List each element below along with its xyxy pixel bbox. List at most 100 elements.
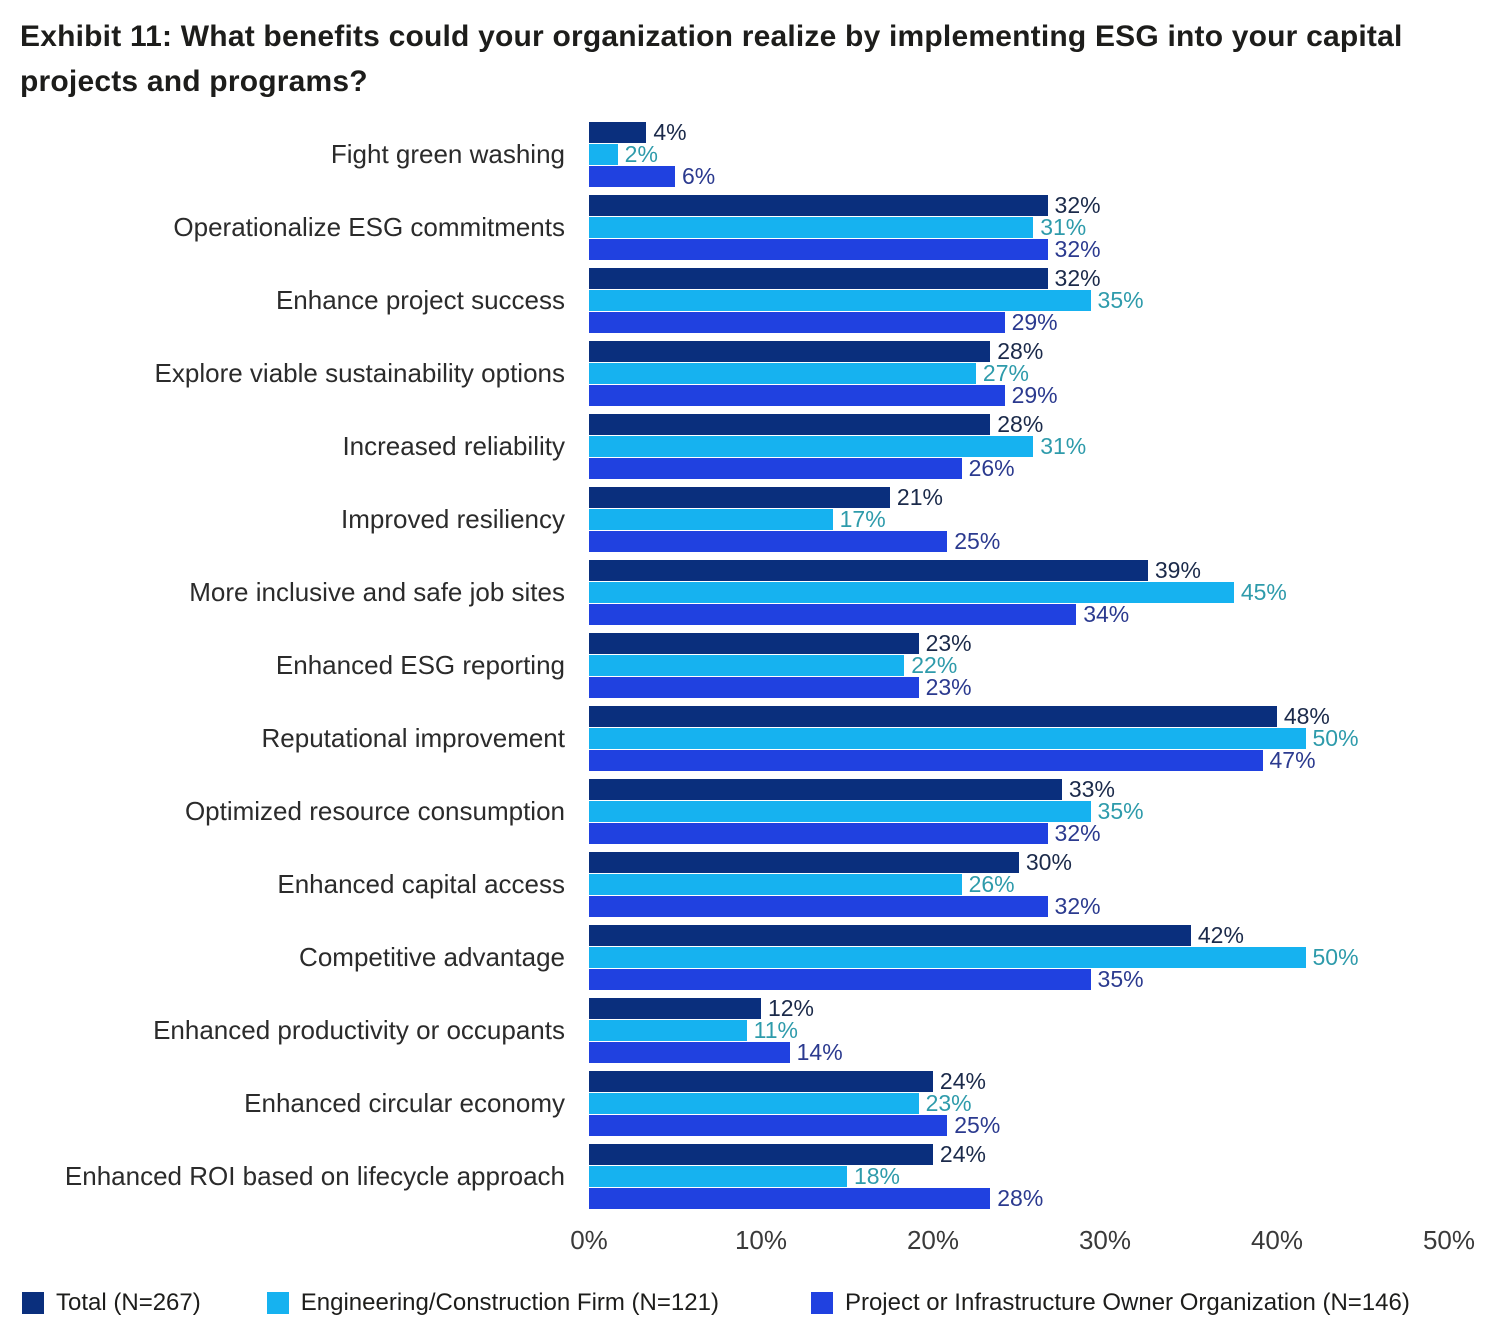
bar-line: 30% [589, 849, 1469, 875]
bar [589, 801, 1091, 822]
value-label: 18% [853, 1163, 900, 1189]
value-label: 27% [982, 360, 1029, 386]
legend-swatch-engineering [266, 1292, 289, 1314]
bar [589, 750, 1263, 771]
bar-line: 39% [589, 557, 1469, 583]
value-label: 17% [839, 506, 886, 532]
bar-line: 47% [589, 747, 1469, 773]
value-label: 35% [1097, 798, 1144, 824]
value-label: 26% [968, 871, 1015, 897]
bar [589, 947, 1306, 968]
bar-line: 35% [589, 798, 1469, 824]
bar [589, 925, 1191, 946]
bar [589, 487, 890, 508]
value-label: 25% [954, 528, 1001, 554]
bar-group: 28% 31% 26% [589, 411, 1469, 481]
category-label: More inclusive and safe job sites [189, 577, 565, 608]
value-label: 35% [1097, 966, 1144, 992]
chart-row: Enhanced circular economy 24% 23% 25% [0, 1068, 1500, 1138]
bar [589, 166, 675, 187]
chart-row: Enhanced productivity or occupants 12% 11%… [0, 995, 1500, 1065]
value-label: 21% [896, 484, 943, 510]
chart-row: Explore viable sustainability options 28%… [0, 338, 1500, 408]
bar-line: 50% [589, 725, 1469, 751]
value-label: 6% [681, 163, 716, 189]
bar-group: 48% 50% 47% [589, 703, 1469, 773]
bar [589, 458, 962, 479]
value-label: 47% [1269, 747, 1316, 773]
chart-rows: Fight green washing 4% 2% 6% Operationalize … [0, 119, 1500, 1211]
value-label: 31% [1040, 214, 1087, 240]
value-label: 25% [954, 1112, 1001, 1138]
category-label: Optimized resource consumption [184, 796, 565, 827]
bar-group: 21% 17% 25% [589, 484, 1469, 554]
bar [589, 385, 1005, 406]
legend-item-engineering: Engineering/Construction Firm (N=121) [266, 1289, 719, 1317]
bar [589, 998, 761, 1019]
legend-swatch-owner [810, 1292, 833, 1314]
bar-line: 4% [589, 119, 1469, 145]
x-tick: 40% [1250, 1225, 1304, 1255]
legend: Total (N=267) Engineering/Construction F… [22, 1289, 1500, 1317]
bar [589, 268, 1048, 289]
value-label: 23% [925, 630, 972, 656]
bar-line: 21% [589, 484, 1469, 510]
value-label: 50% [1312, 944, 1359, 970]
bar-line: 28% [589, 1185, 1469, 1211]
bar-line: 23% [589, 1090, 1469, 1116]
bar-group: 28% 27% 29% [589, 338, 1469, 408]
x-tick: 30% [1078, 1225, 1132, 1255]
value-label: 2% [624, 141, 658, 167]
x-axis: 0% 10% 20% 30% 40% 50% [570, 1223, 1475, 1259]
bar-group: 32% 31% 32% [589, 192, 1469, 262]
x-tick: 20% [906, 1225, 960, 1255]
bar [589, 509, 833, 530]
value-label: 32% [1054, 192, 1101, 218]
value-label: 34% [1083, 601, 1130, 627]
legend-label-owner: Project or Infrastructure Owner Organiza… [844, 1289, 1410, 1316]
value-label: 35% [1097, 287, 1144, 313]
bar-line: 11% [589, 1017, 1469, 1043]
bar-line: 14% [589, 1039, 1469, 1065]
bar [589, 677, 919, 698]
bar-line: 22% [589, 652, 1469, 678]
value-label: 48% [1283, 703, 1330, 729]
bar-line: 32% [589, 893, 1469, 919]
bar-line: 18% [589, 1163, 1469, 1189]
value-label: 29% [1011, 309, 1058, 335]
bar-line: 48% [589, 703, 1469, 729]
category-label: Enhanced capital access [277, 869, 565, 900]
category-label: Improved resiliency [341, 504, 565, 535]
bar [589, 1020, 747, 1041]
value-label: 30% [1025, 849, 1072, 875]
category-label: Enhanced circular economy [244, 1088, 565, 1119]
category-label: Reputational improvement [261, 723, 566, 754]
bar [589, 363, 976, 384]
bar [589, 779, 1062, 800]
bar-line: 24% [589, 1141, 1469, 1167]
value-label: 28% [997, 338, 1044, 364]
value-label: 24% [939, 1068, 986, 1094]
category-label: Enhanced ROI based on lifecycle approach [64, 1161, 565, 1192]
bar-line: 24% [589, 1068, 1469, 1094]
value-label: 23% [925, 674, 972, 700]
bar-group: 33% 35% 32% [589, 776, 1469, 846]
bar [589, 1042, 790, 1063]
bar-line: 32% [589, 236, 1469, 262]
bar-line: 28% [589, 338, 1469, 364]
bar-line: 27% [589, 360, 1469, 386]
bar [589, 1115, 948, 1136]
bar [589, 144, 618, 165]
value-label: 50% [1312, 725, 1359, 751]
value-label: 11% [753, 1017, 798, 1043]
bar-line: 25% [589, 528, 1469, 554]
bar [589, 604, 1077, 625]
value-label: 4% [653, 119, 687, 145]
value-label: 32% [1054, 820, 1101, 846]
bar [589, 823, 1048, 844]
category-label: Operationalize ESG commitments [173, 212, 565, 243]
bar-group: 42% 50% 35% [589, 922, 1469, 992]
bar-line: 50% [589, 944, 1469, 970]
bar-line: 23% [589, 630, 1469, 656]
chart-row: Enhanced capital access 30% 26% 32% [0, 849, 1500, 919]
